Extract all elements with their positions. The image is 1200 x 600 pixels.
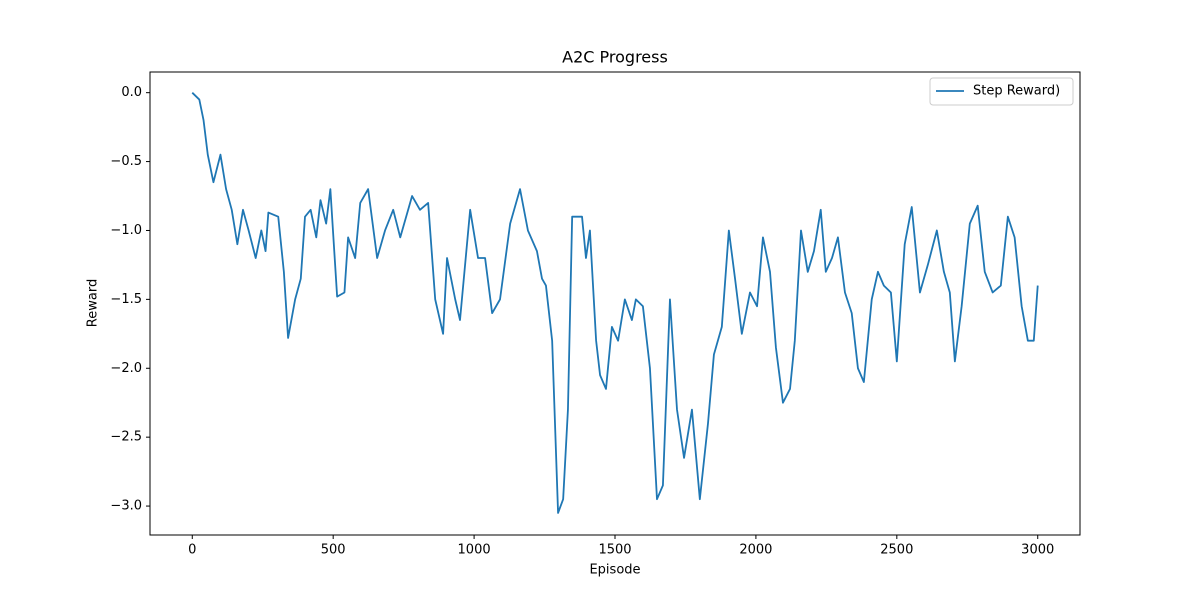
line-series (191, 92, 1039, 514)
y-tick-label: −2.5 (110, 430, 142, 445)
plot-frame (149, 71, 1081, 536)
x-tick-label: 500 (321, 543, 346, 558)
y-tick-label: 0.0 (121, 85, 142, 100)
x-tick-label: 3000 (1021, 543, 1054, 558)
legend-box (929, 77, 1074, 106)
x-tick-label: 2000 (739, 543, 772, 558)
legend-label: Step Reward) (973, 84, 1060, 99)
chart-title: A2C Progress (562, 48, 668, 67)
y-tick-label: −3.0 (110, 499, 142, 514)
y-tick-label: −1.5 (110, 292, 142, 307)
x-axis-label: Episode (589, 563, 640, 578)
y-tick-label: −1.0 (110, 223, 142, 238)
x-tick-label: 0 (188, 543, 196, 558)
x-tick-label: 2500 (880, 543, 913, 558)
y-axis-label: Reward (86, 279, 101, 327)
y-tick-label: −0.5 (110, 154, 142, 169)
y-tick-label: −2.0 (110, 361, 142, 376)
x-tick-label: 1500 (598, 543, 631, 558)
x-tick-label: 1000 (458, 543, 491, 558)
